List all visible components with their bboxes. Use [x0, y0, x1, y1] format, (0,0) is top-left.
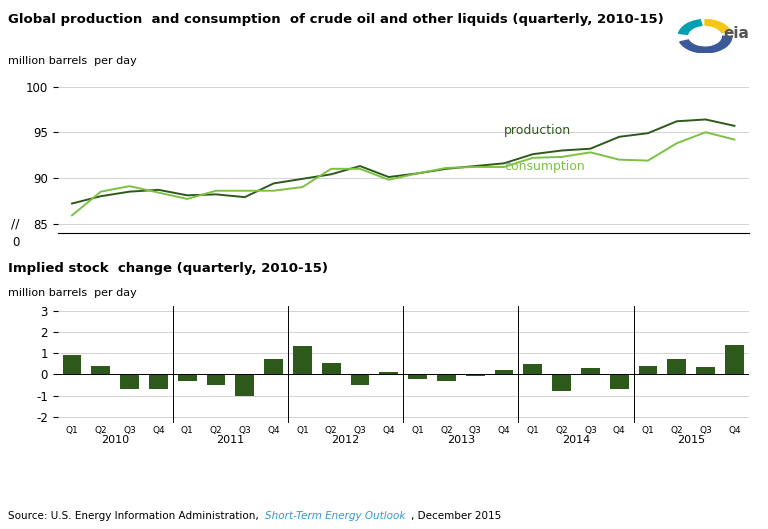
Text: 2011: 2011: [217, 435, 244, 445]
Bar: [121, 375, 139, 389]
Text: 0: 0: [12, 236, 19, 249]
Bar: [697, 367, 715, 375]
Bar: [524, 364, 542, 375]
Bar: [437, 375, 455, 381]
Wedge shape: [679, 20, 702, 34]
Bar: [293, 345, 312, 375]
Text: Short-Term Energy Outlook: Short-Term Energy Outlook: [265, 511, 406, 521]
Bar: [91, 366, 110, 375]
Text: 2015: 2015: [677, 435, 705, 445]
Text: Q3: Q3: [584, 426, 597, 435]
Text: Q4: Q4: [152, 426, 164, 435]
Text: Q2: Q2: [440, 426, 452, 435]
Bar: [379, 372, 398, 375]
Text: Implied stock  change (quarterly, 2010-15): Implied stock change (quarterly, 2010-15…: [8, 262, 328, 275]
Text: production: production: [504, 124, 571, 137]
Text: Q4: Q4: [613, 426, 625, 435]
Bar: [264, 360, 283, 375]
Text: eia: eia: [723, 26, 750, 41]
Text: Q2: Q2: [325, 426, 337, 435]
Text: Q3: Q3: [238, 426, 251, 435]
Text: Q2: Q2: [670, 426, 683, 435]
Text: Q1: Q1: [180, 426, 194, 435]
Text: 2012: 2012: [332, 435, 359, 445]
Text: Q3: Q3: [353, 426, 366, 435]
Text: Q1: Q1: [526, 426, 539, 435]
Bar: [495, 370, 513, 375]
Text: 2013: 2013: [447, 435, 475, 445]
Bar: [322, 363, 340, 375]
Text: Q4: Q4: [498, 426, 510, 435]
Bar: [149, 375, 167, 389]
Text: Q4: Q4: [728, 426, 740, 435]
Text: Q4: Q4: [267, 426, 280, 435]
Bar: [610, 375, 628, 389]
Text: Q3: Q3: [123, 426, 136, 435]
Text: Q2: Q2: [94, 426, 107, 435]
Text: Source: U.S. Energy Information Administration,: Source: U.S. Energy Information Administ…: [8, 511, 262, 521]
Text: Q3: Q3: [699, 426, 712, 435]
Text: //: //: [11, 218, 19, 231]
Wedge shape: [680, 36, 732, 53]
Text: 2010: 2010: [101, 435, 129, 445]
Bar: [667, 360, 686, 375]
Bar: [236, 375, 254, 396]
Bar: [552, 375, 571, 391]
Bar: [581, 368, 600, 375]
Wedge shape: [705, 20, 730, 32]
Bar: [63, 355, 81, 375]
Text: Q1: Q1: [411, 426, 424, 435]
Text: Q2: Q2: [210, 426, 222, 435]
Bar: [207, 375, 225, 385]
Text: million barrels  per day: million barrels per day: [8, 288, 137, 298]
Bar: [178, 375, 197, 381]
Text: Q1: Q1: [641, 426, 654, 435]
Text: 2014: 2014: [562, 435, 590, 445]
Bar: [351, 375, 369, 385]
Text: Q4: Q4: [382, 426, 395, 435]
Bar: [466, 375, 485, 377]
Text: million barrels  per day: million barrels per day: [8, 56, 137, 66]
Text: Global production  and consumption  of crude oil and other liquids (quarterly, 2: Global production and consumption of cru…: [8, 13, 664, 26]
Text: , December 2015: , December 2015: [411, 511, 502, 521]
Text: Q1: Q1: [65, 426, 78, 435]
Text: consumption: consumption: [504, 160, 584, 172]
Text: Q3: Q3: [468, 426, 482, 435]
Text: Q2: Q2: [555, 426, 568, 435]
Bar: [639, 366, 657, 375]
Bar: [725, 344, 743, 375]
Text: Q1: Q1: [296, 426, 309, 435]
Bar: [409, 375, 427, 379]
